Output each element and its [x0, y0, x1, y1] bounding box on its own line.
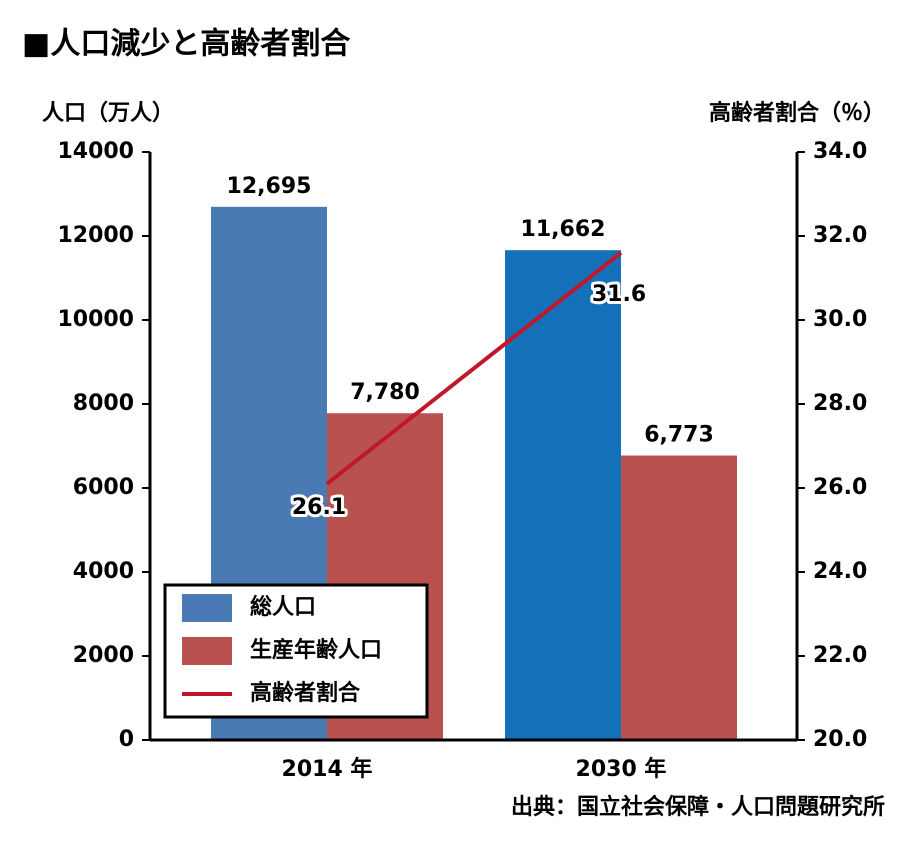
y2-tick-label: 24.0 — [813, 559, 867, 584]
x-tick-label: 2030 年 — [576, 756, 667, 782]
y-tick-label: 4000 — [73, 559, 134, 584]
bar — [621, 455, 737, 740]
data-label: 12,695 — [227, 174, 312, 199]
legend-swatch — [182, 594, 232, 622]
data-label: 11,662 — [521, 217, 606, 242]
data-label: 7,780 — [350, 380, 420, 405]
data-label: 26.1 — [292, 495, 346, 520]
legend-label: 総人口 — [250, 594, 316, 620]
y2-tick-label: 34.0 — [813, 139, 867, 164]
y2-tick-label: 30.0 — [813, 307, 867, 332]
data-label: 6,773 — [644, 423, 714, 448]
y2-axis-title: 高齢者割合（％） — [709, 100, 885, 126]
legend-swatch — [182, 637, 232, 665]
legend-label: 生産年齢人口 — [250, 637, 382, 663]
line — [325, 251, 623, 486]
y-tick-label: 6000 — [73, 475, 134, 500]
y-tick-label: 14000 — [57, 139, 134, 164]
y2-tick-label: 22.0 — [813, 643, 867, 668]
chart-title: ■人口減少と高齢者割合 — [22, 27, 350, 62]
legend-label: 高齢者割合 — [250, 680, 361, 706]
y2-tick-label: 32.0 — [813, 223, 867, 248]
data-label: 31.6 — [592, 282, 646, 307]
y-tick-label: 10000 — [57, 307, 134, 332]
y2-tick-label: 26.0 — [813, 475, 867, 500]
y-tick-label: 0 — [119, 727, 134, 752]
y-tick-label: 2000 — [73, 643, 134, 668]
y-axis-title: 人口（万人） — [42, 101, 174, 126]
x-tick-label: 2014 年 — [282, 756, 373, 782]
y-tick-label: 8000 — [73, 391, 134, 416]
y2-tick-label: 28.0 — [813, 391, 867, 416]
y-tick-label: 12000 — [57, 223, 134, 248]
source: 出典：国立社会保障・人口問題研究所 — [511, 794, 885, 820]
y2-tick-label: 20.0 — [813, 727, 867, 752]
bar — [505, 250, 621, 741]
